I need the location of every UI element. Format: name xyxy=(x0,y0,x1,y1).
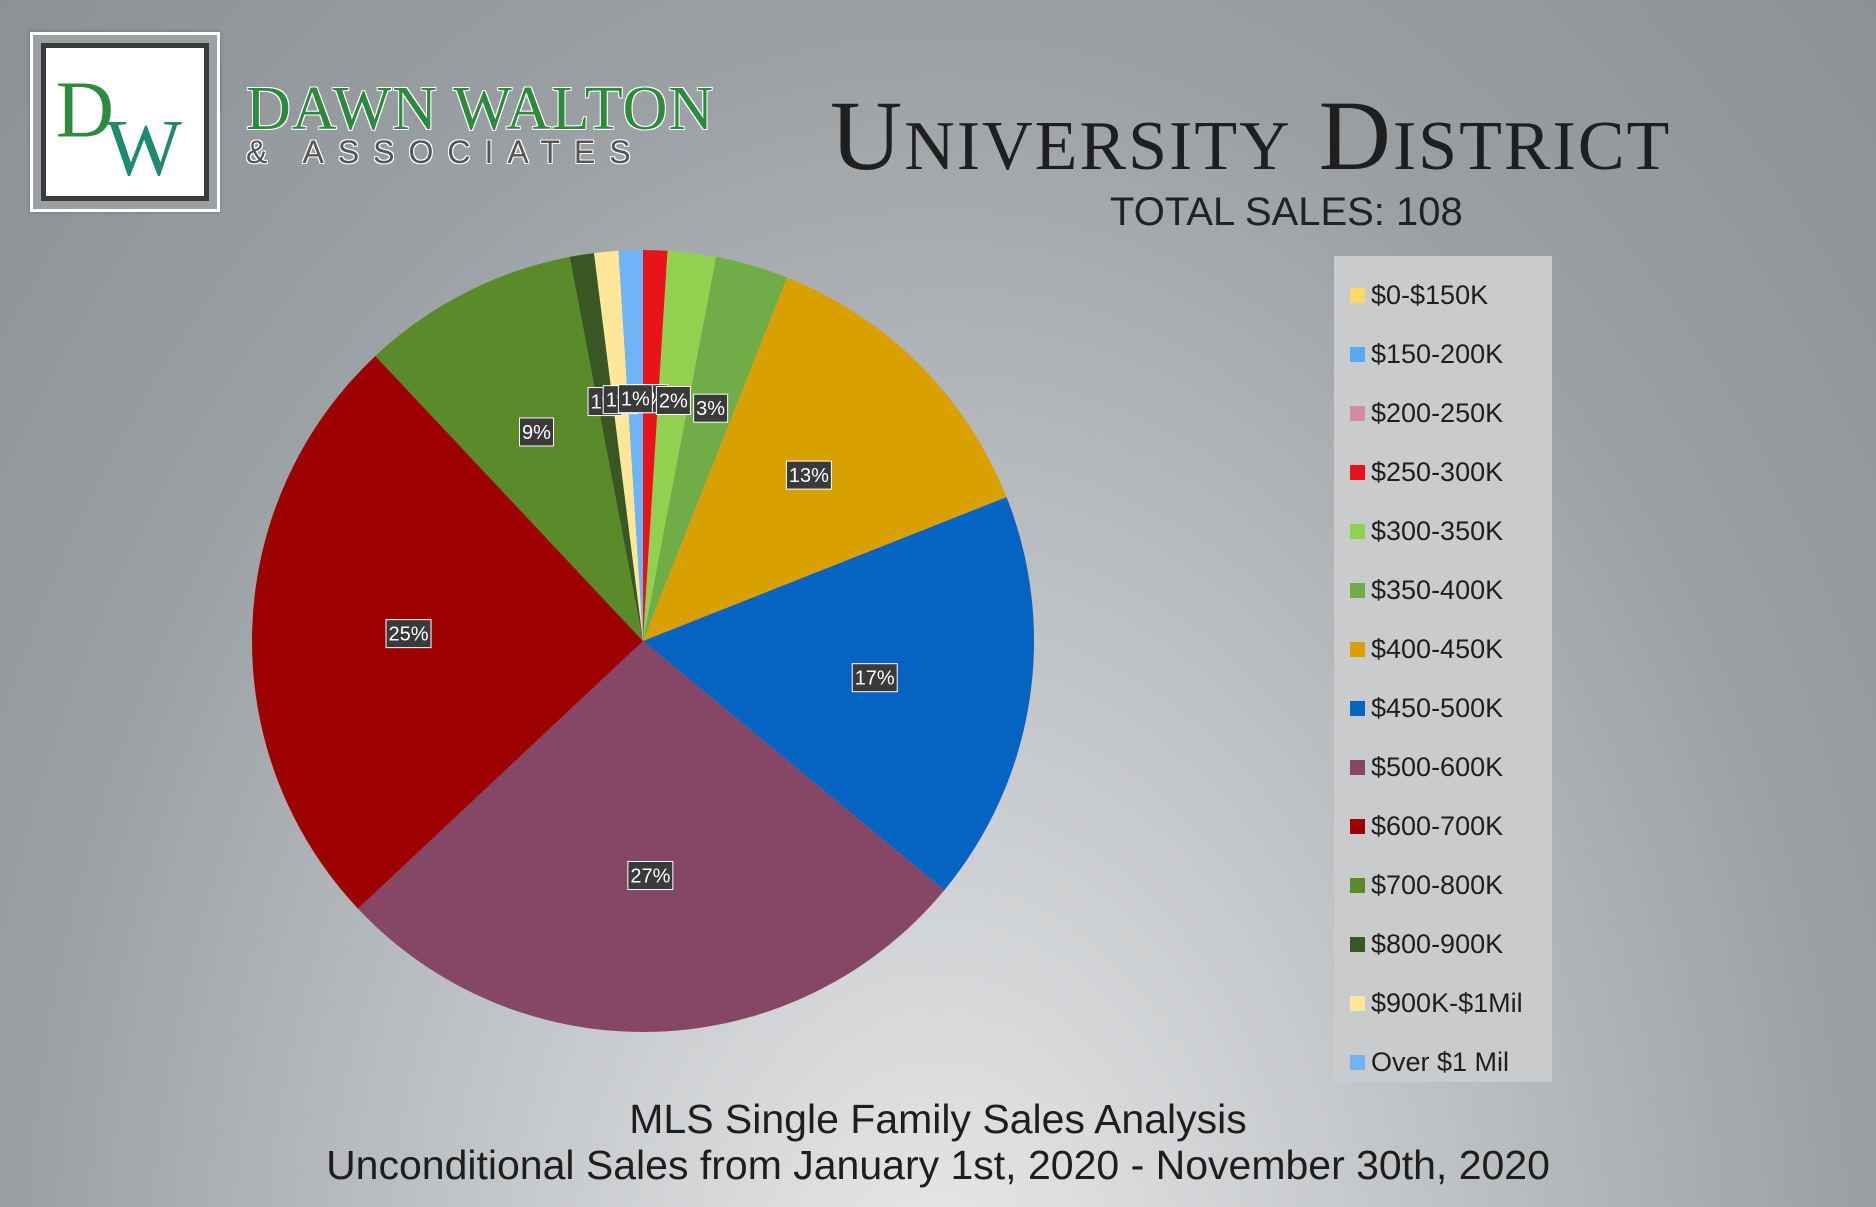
legend-swatch xyxy=(1350,465,1365,480)
legend-item: $700-800K xyxy=(1334,856,1552,915)
pie-slice xyxy=(643,250,668,641)
svg-text:25%: 25% xyxy=(389,624,429,646)
dw-monogram-logo: D W xyxy=(56,65,183,193)
legend-swatch xyxy=(1350,701,1365,716)
legend-label: $250-300K xyxy=(1371,457,1504,487)
legend-item: $250-300K xyxy=(1334,443,1552,502)
pie-slice xyxy=(357,641,945,1033)
brand-subtitle: & ASSOCIATES xyxy=(246,134,645,170)
pie-slice xyxy=(252,355,643,909)
svg-text:W: W xyxy=(106,104,183,193)
legend-swatch xyxy=(1350,760,1365,775)
pie-data-label: 3% xyxy=(693,393,729,423)
legend-item: $200-250K xyxy=(1334,384,1552,443)
logo: D W xyxy=(30,32,220,212)
legend-label: $500-600K xyxy=(1371,752,1504,782)
legend-item: Over $1 Mil xyxy=(1334,1033,1552,1092)
legend-label: $900K-$1Mil xyxy=(1371,988,1523,1018)
pie-slice xyxy=(643,256,787,641)
svg-text:27%: 27% xyxy=(630,865,670,887)
legend-item: $800-900K xyxy=(1334,915,1552,974)
legend-label: $150-200K xyxy=(1371,339,1504,369)
pie-slice xyxy=(643,277,1007,641)
legend-swatch xyxy=(1350,878,1365,893)
legend-swatch xyxy=(1350,524,1365,539)
svg-text:3%: 3% xyxy=(696,398,725,420)
pie-data-label: 25% xyxy=(385,619,432,649)
pie-slice xyxy=(375,256,643,641)
legend-label: $0-$150K xyxy=(1371,280,1489,310)
legend-item: $350-400K xyxy=(1334,561,1552,620)
legend-item: $900K-$1Mil xyxy=(1334,974,1552,1033)
legend-swatch xyxy=(1350,288,1365,303)
pie-slice xyxy=(643,250,717,641)
legend-label: $800-900K xyxy=(1371,929,1504,959)
footer-date-range: Unconditional Sales from January 1st, 20… xyxy=(326,1142,1550,1188)
legend-label: $450-500K xyxy=(1371,693,1504,723)
chart-legend: $0-$150K $150-200K $200-250K $250-300K $300-… xyxy=(1334,256,1552,1082)
legend-swatch xyxy=(1350,937,1365,952)
legend-swatch xyxy=(1350,347,1365,362)
svg-text:D: D xyxy=(56,65,114,154)
legend-label: Over $1 Mil xyxy=(1371,1047,1510,1077)
svg-text:9%: 9% xyxy=(522,422,551,444)
legend-swatch xyxy=(1350,819,1365,834)
legend-label: $350-400K xyxy=(1371,575,1504,605)
pie-slice xyxy=(643,497,1034,891)
logo-frame: D W xyxy=(41,43,209,201)
legend-label: $300-350K xyxy=(1371,516,1504,546)
legend-item: $600-700K xyxy=(1334,797,1552,856)
legend-label: $600-700K xyxy=(1371,811,1504,841)
pie-slice xyxy=(593,250,643,641)
pie-slice xyxy=(569,253,643,642)
legend-swatch xyxy=(1350,406,1365,421)
footer-title: MLS Single Family Sales Analysis xyxy=(629,1096,1247,1142)
legend-swatch xyxy=(1350,642,1365,657)
legend-item: $450-500K xyxy=(1334,679,1552,738)
brand-name: DAWN WALTON xyxy=(246,75,715,143)
legend-swatch xyxy=(1350,1055,1365,1070)
legend-label: $200-250K xyxy=(1371,398,1504,428)
pie-data-label: 9% xyxy=(518,417,554,447)
legend-item: $400-450K xyxy=(1334,620,1552,679)
pie-slice xyxy=(618,250,643,641)
pie-data-labels: 1%2%3%13%17%27%25%9%1%1%1% xyxy=(385,384,898,890)
pie-slices xyxy=(252,250,1034,1033)
pie-data-label: 17% xyxy=(851,663,898,693)
svg-text:1%: 1% xyxy=(621,389,650,411)
svg-text:2%: 2% xyxy=(659,390,688,412)
pie-data-label: 1% xyxy=(617,384,653,414)
svg-text:17%: 17% xyxy=(855,668,895,690)
total-sales: TOTAL SALES: 108 xyxy=(1110,190,1463,234)
svg-text:13%: 13% xyxy=(789,465,829,487)
legend-swatch xyxy=(1350,583,1365,598)
legend-item: $500-600K xyxy=(1334,738,1552,797)
legend-swatch xyxy=(1350,996,1365,1011)
legend-item: $300-350K xyxy=(1334,502,1552,561)
pie-data-label: 13% xyxy=(785,460,832,490)
pie-data-label: 2% xyxy=(655,385,691,415)
chart-title: University District xyxy=(830,80,1672,191)
legend-item: $150-200K xyxy=(1334,325,1552,384)
legend-label: $700-800K xyxy=(1371,870,1504,900)
legend-label: $400-450K xyxy=(1371,634,1504,664)
pie-data-label: 27% xyxy=(627,860,674,890)
legend-item: $0-$150K xyxy=(1334,266,1552,325)
